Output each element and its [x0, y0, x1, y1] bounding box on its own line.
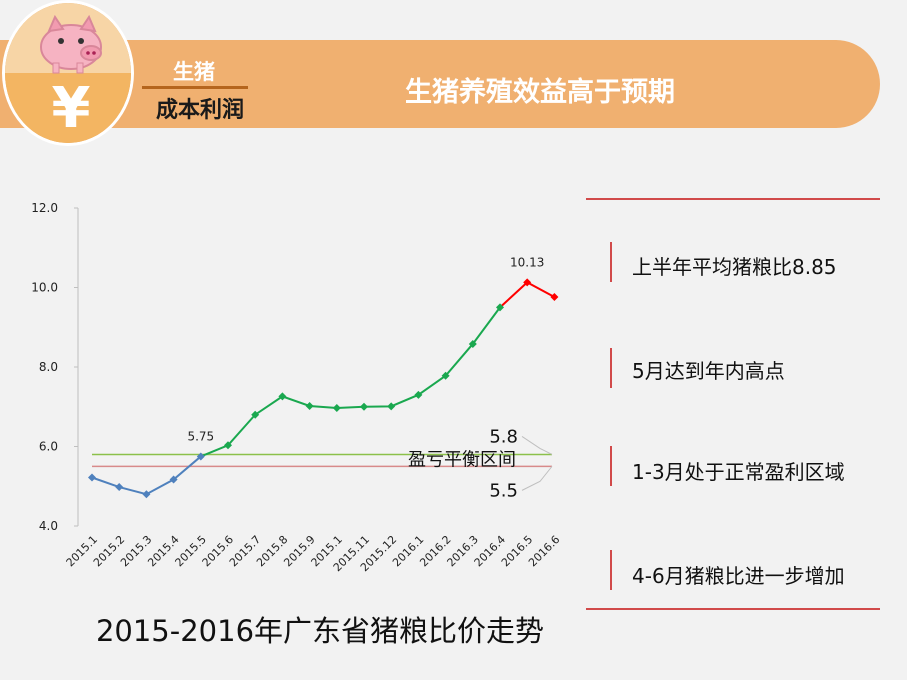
data-point — [441, 371, 450, 380]
reference-callout — [521, 466, 553, 491]
data-point — [550, 293, 559, 302]
y-tick-label: 10.0 — [31, 281, 58, 295]
points-top-rule — [586, 198, 880, 200]
point-marker-2 — [610, 348, 612, 388]
data-point — [468, 339, 477, 348]
point-marker-1 — [610, 242, 612, 282]
point-marker-4 — [610, 550, 612, 590]
data-point — [196, 452, 205, 461]
y-tick-label: 6.0 — [39, 440, 58, 454]
header-tag-bottom: 成本利润 — [155, 98, 244, 123]
data-label: 5.75 — [187, 429, 214, 443]
y-tick-label: 12.0 — [31, 201, 58, 215]
y-tick-label: 8.0 — [39, 360, 58, 374]
data-label: 10.13 — [510, 255, 544, 269]
point-text-2: 5月达到年内高点 — [632, 359, 785, 383]
logo-badge: ¥ — [2, 0, 134, 146]
data-point — [278, 392, 287, 401]
chart-axes: 12.010.08.06.04.02015.12015.22015.32015.… — [31, 201, 562, 574]
data-point — [387, 402, 396, 411]
reference-lines: 5.8 5.5 盈亏平衡区间 — [92, 426, 553, 501]
data-point — [224, 441, 232, 450]
yen-icon: ¥ — [51, 76, 91, 141]
reference-line-label: 5.8 — [489, 426, 518, 447]
series-segment — [200, 306, 501, 458]
data-point — [414, 390, 423, 399]
data-point — [496, 303, 504, 312]
data-point — [88, 473, 96, 482]
pig-grain-ratio-chart: 12.010.08.06.04.02015.12015.22015.32015.… — [31, 201, 562, 574]
point-text-3: 1-3月处于正常盈利区域 — [632, 460, 845, 484]
reference-line-label: 5.5 — [489, 480, 518, 501]
data-point — [169, 475, 178, 484]
data-point — [251, 410, 260, 419]
pig-icon — [40, 14, 102, 74]
header-banner — [0, 40, 880, 128]
break-even-band-label: 盈亏平衡区间 — [408, 449, 516, 470]
data-point — [305, 401, 314, 410]
data-point — [115, 483, 124, 492]
chart-caption: 2015-2016年广东省猪粮比价走势 — [95, 614, 545, 648]
point-marker-3 — [610, 446, 612, 486]
page-title: 生猪养殖效益高于预期 — [405, 77, 675, 108]
data-point — [360, 402, 368, 411]
header-tag-divider — [142, 86, 248, 89]
data-point — [142, 490, 151, 499]
chart-labels: 5.75 10.13 — [187, 255, 544, 443]
point-text-1: 上半年平均猪粮比8.85 — [632, 255, 837, 279]
points-bottom-rule — [586, 608, 880, 610]
series-points — [88, 278, 559, 499]
y-tick-label: 4.0 — [39, 519, 58, 533]
data-point — [523, 278, 532, 287]
point-text-4: 4-6月猪粮比进一步增加 — [632, 564, 845, 588]
header-tag-top: 生猪 — [173, 60, 215, 84]
reference-callout — [521, 436, 553, 455]
series-segment — [91, 455, 202, 496]
data-point — [332, 403, 341, 412]
